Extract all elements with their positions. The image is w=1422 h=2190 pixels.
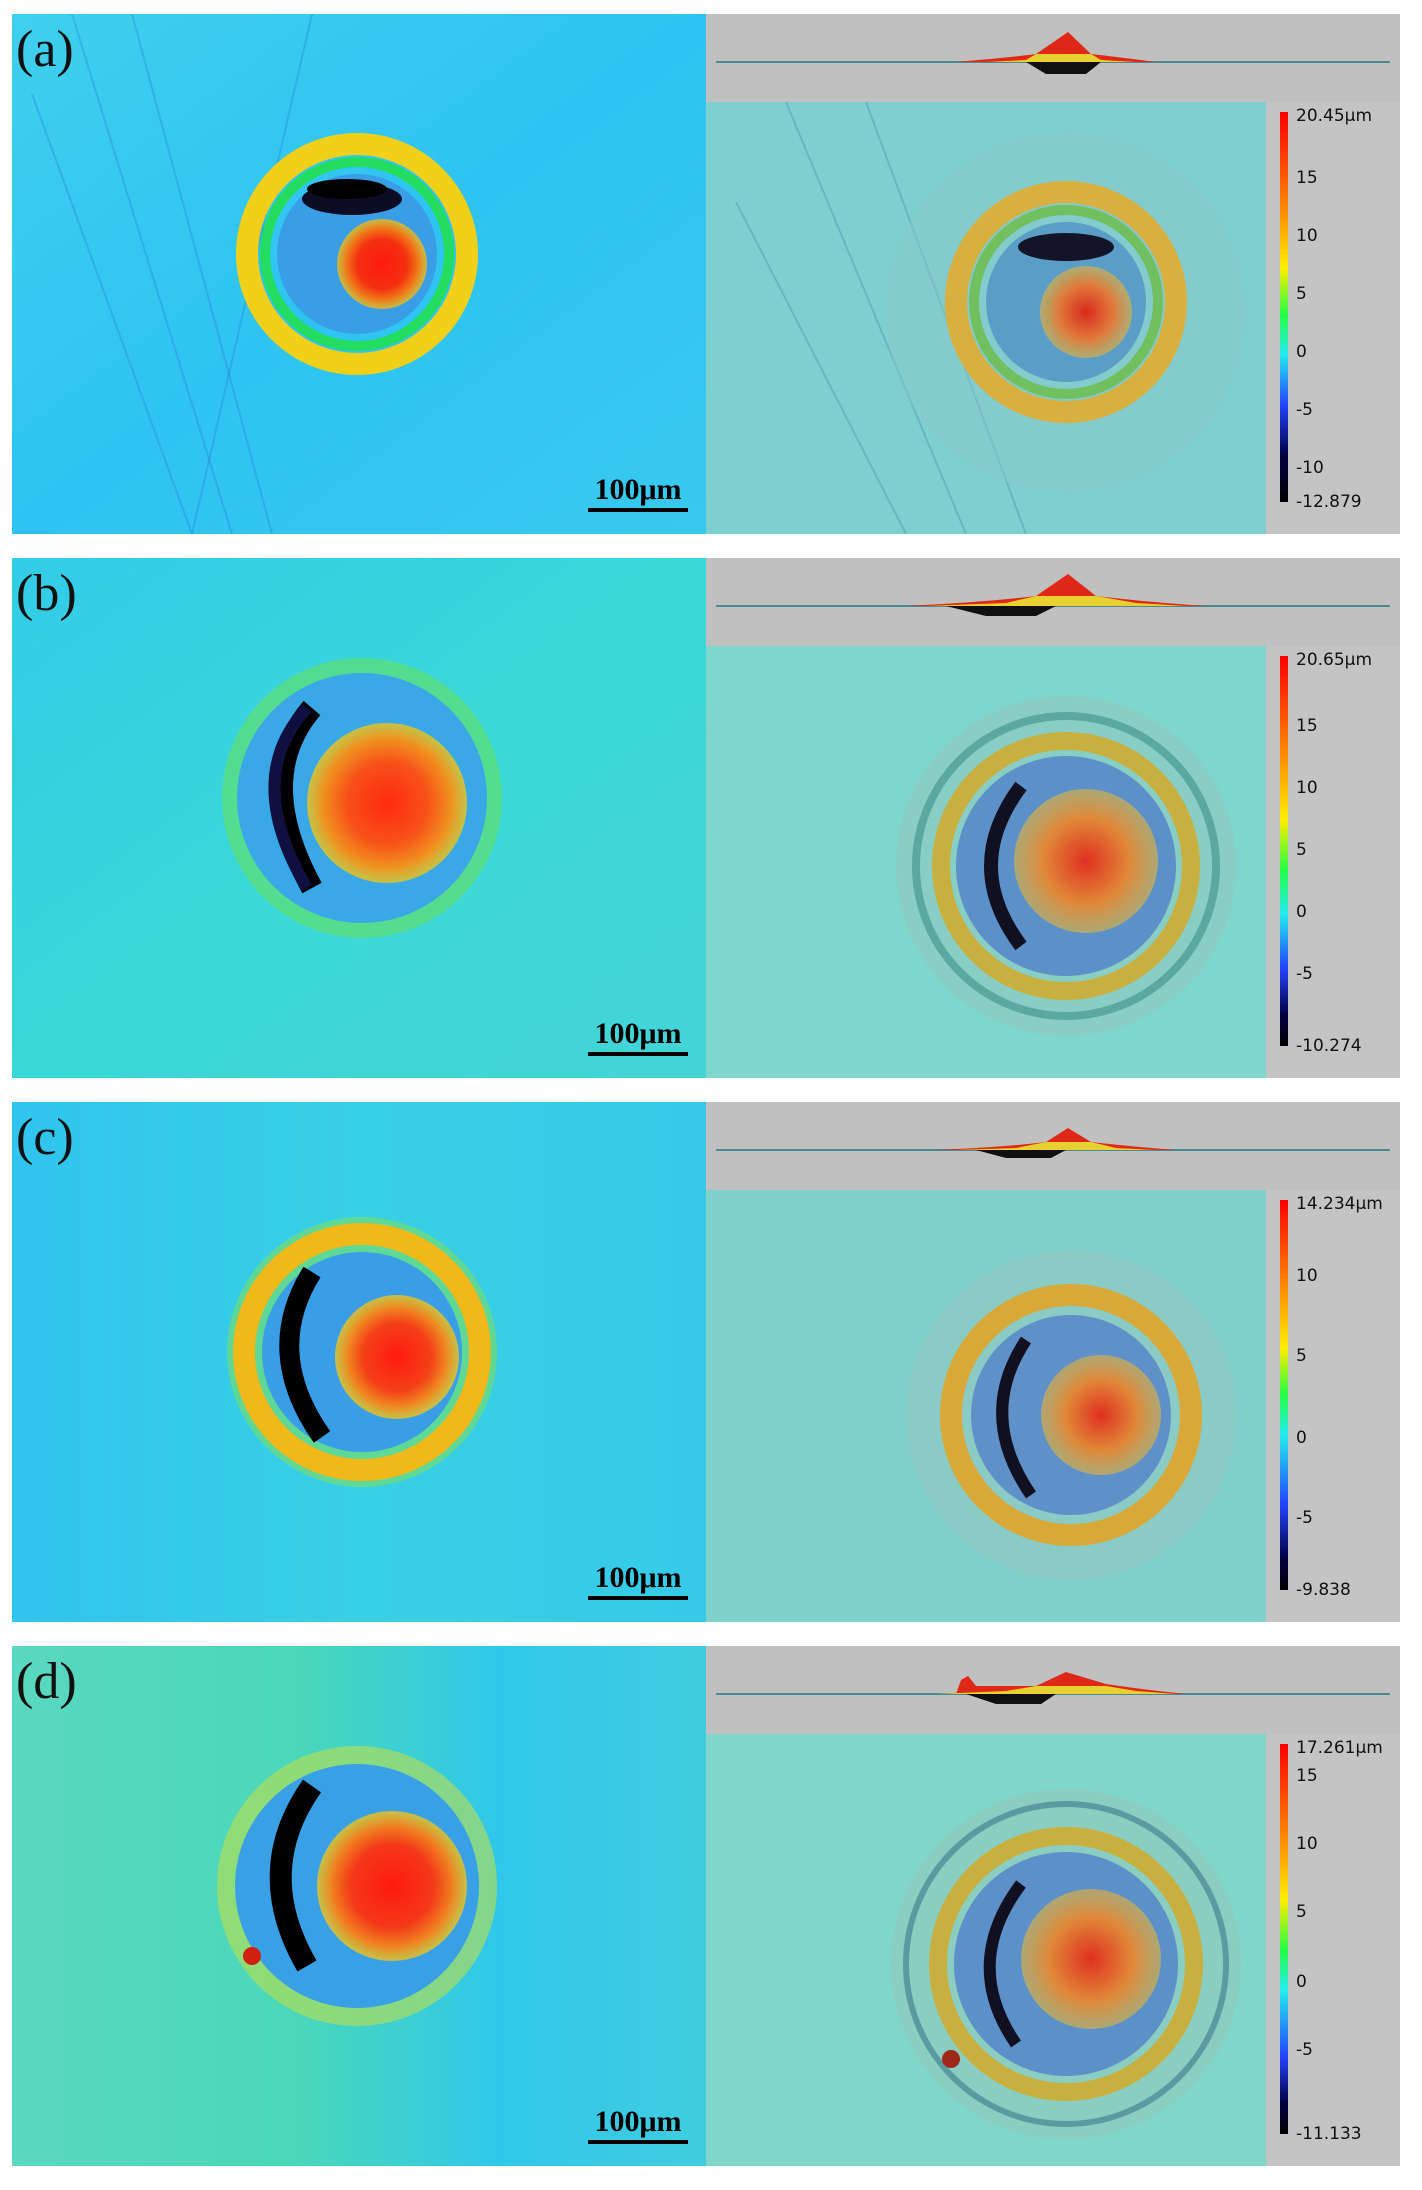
colorbar: 20.45μm 15 10 5 0 -5 -10 -12.879	[1266, 102, 1400, 534]
render-3d-block: 17.261μm 15 10 5 0 -5 -11.133	[706, 1646, 1400, 2166]
colorbar-tick: 10	[1296, 778, 1318, 798]
scale-bar: 100μm	[588, 2106, 688, 2144]
scale-bar-label: 100μm	[594, 473, 682, 506]
panel-b: (b) 100μm	[12, 558, 1400, 1078]
colorbar: 20.65μm 15 10 5 0 -5 -10.274	[1266, 646, 1400, 1078]
colorbar-min-label: -9.838	[1296, 1580, 1351, 1600]
colorbar-tick: 15	[1296, 168, 1318, 188]
height-profile	[706, 558, 1400, 646]
colorbar-max-label: 20.65μm	[1296, 650, 1373, 670]
height-profile	[706, 14, 1400, 102]
colorbar-tick: 15	[1296, 716, 1318, 736]
colorbar-max-label: 20.45μm	[1296, 106, 1373, 126]
colorbar-tick: 10	[1296, 1834, 1318, 1854]
render-3d	[706, 1734, 1266, 2166]
render-3d-block: 20.65μm 15 10 5 0 -5 -10.274	[706, 558, 1400, 1078]
height-map-2d: (d) 100μm	[12, 1646, 706, 2166]
colorbar-tick: 0	[1296, 342, 1307, 362]
scale-bar: 100μm	[588, 1562, 688, 1600]
panel-c: (c) 100μm	[12, 1102, 1400, 1622]
colorbar-min-label: -11.133	[1296, 2124, 1362, 2144]
panel-label: (a)	[16, 21, 74, 78]
scale-bar-line	[588, 2140, 688, 2144]
panel-label: (d)	[16, 1653, 77, 1710]
colorbar-tick: 0	[1296, 902, 1307, 922]
colorbar-tick: -5	[1296, 964, 1313, 984]
height-profile	[706, 1646, 1400, 1734]
panel-label: (b)	[16, 565, 77, 622]
render-3d	[706, 646, 1266, 1078]
render-3d-block: 20.45μm 15 10 5 0 -5 -10 -12.879	[706, 14, 1400, 534]
colorbar-min-label: -10.274	[1296, 1036, 1362, 1056]
colorbar-tick: -5	[1296, 2040, 1313, 2060]
render-3d	[706, 1190, 1266, 1622]
colorbar-min-label: -12.879	[1296, 492, 1362, 512]
height-map-2d: (a) 100μm	[12, 14, 706, 534]
panel-d: (d) 100μm	[12, 1646, 1400, 2166]
colorbar-tick: 15	[1296, 1766, 1318, 1786]
colorbar-tick: 10	[1296, 226, 1318, 246]
colorbar-max-label: 14.234μm	[1296, 1194, 1383, 1214]
height-map-2d: (b) 100μm	[12, 558, 706, 1078]
colorbar-tick: -5	[1296, 1508, 1313, 1528]
colorbar-tick: 5	[1296, 1346, 1307, 1366]
render-3d-block: 14.234μm 10 5 0 -5 -9.838	[706, 1102, 1400, 1622]
scale-bar: 100μm	[588, 1018, 688, 1056]
colorbar-tick: 0	[1296, 1972, 1307, 1992]
panel-label: (c)	[16, 1109, 74, 1166]
colorbar-max-label: 17.261μm	[1296, 1738, 1383, 1758]
colorbar: 14.234μm 10 5 0 -5 -9.838	[1266, 1190, 1400, 1622]
colorbar-tick: 10	[1296, 1266, 1318, 1286]
scale-bar-line	[588, 1052, 688, 1056]
height-map-2d: (c) 100μm	[12, 1102, 706, 1622]
colorbar-tick: 0	[1296, 1428, 1307, 1448]
scale-bar-label: 100μm	[594, 1017, 682, 1050]
render-3d	[706, 102, 1266, 534]
scale-bar-line	[588, 508, 688, 512]
colorbar-tick: -10	[1296, 458, 1324, 478]
colorbar-tick: 5	[1296, 840, 1307, 860]
scale-bar-label: 100μm	[594, 1561, 682, 1594]
height-profile	[706, 1102, 1400, 1190]
colorbar-tick: -5	[1296, 400, 1313, 420]
scale-bar-label: 100μm	[594, 2105, 682, 2138]
colorbar: 17.261μm 15 10 5 0 -5 -11.133	[1266, 1734, 1400, 2166]
scale-bar: 100μm	[588, 474, 688, 512]
colorbar-tick: 5	[1296, 1902, 1307, 1922]
scale-bar-line	[588, 1596, 688, 1600]
colorbar-tick: 5	[1296, 284, 1307, 304]
panel-a: (a) 100μm	[12, 14, 1400, 534]
